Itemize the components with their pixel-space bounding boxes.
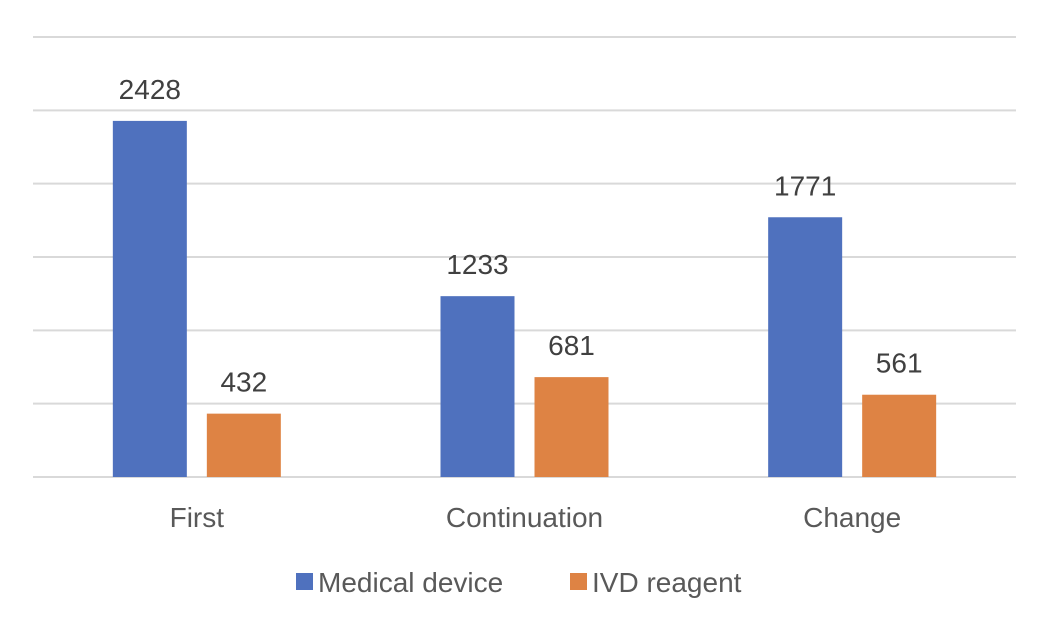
legend-item: IVD reagent [570, 567, 742, 598]
data-labels: 2428 432 1233 681 1771 561 [119, 74, 923, 398]
legend-label: IVD reagent [592, 567, 742, 598]
data-label: 681 [548, 330, 595, 361]
legend-item: Medical device [296, 567, 503, 598]
category-label: First [170, 502, 225, 533]
gridlines [33, 36, 1016, 478]
bar-medical-device-first [112, 120, 187, 477]
data-label: 2428 [119, 74, 181, 105]
legend-swatch [570, 573, 587, 590]
data-label: 1233 [446, 249, 508, 280]
legend: Medical device IVD reagent [296, 567, 742, 598]
category-labels: First Continuation Change [170, 502, 902, 533]
legend-label: Medical device [318, 567, 503, 598]
bar-ivd-reagent-first [206, 413, 281, 477]
category-label: Change [803, 502, 901, 533]
bar-medical-device-change [768, 217, 843, 477]
data-label: 561 [876, 348, 923, 379]
bar-medical-device-continuation [440, 296, 515, 477]
data-label: 432 [220, 367, 267, 398]
bar-ivd-reagent-change [862, 394, 937, 477]
bars [112, 120, 937, 477]
category-label: Continuation [446, 502, 603, 533]
bar-ivd-reagent-continuation [534, 377, 609, 477]
legend-swatch [296, 573, 313, 590]
data-label: 1771 [774, 170, 836, 201]
